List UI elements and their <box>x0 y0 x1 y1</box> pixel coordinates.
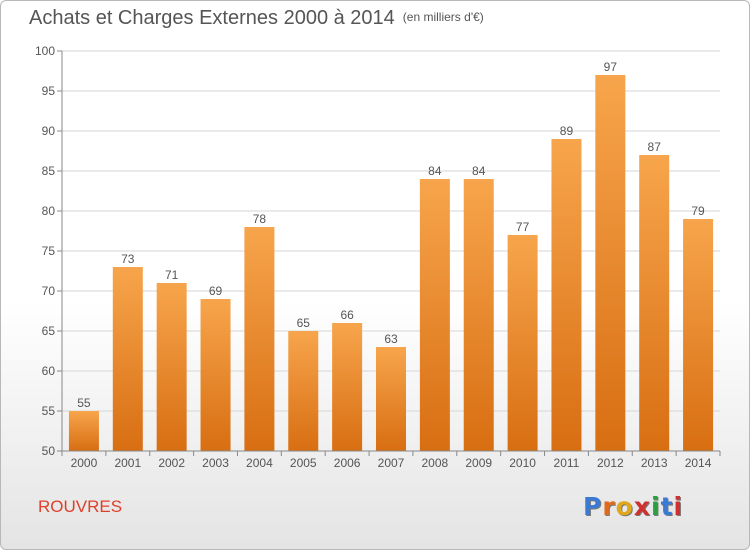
bar-2003 <box>200 299 231 451</box>
x-tick-label: 2010 <box>509 456 536 470</box>
x-tick-label: 2014 <box>685 456 712 470</box>
y-tick-label: 85 <box>42 164 56 178</box>
x-tick-label: 2000 <box>71 456 98 470</box>
logo-letter: r <box>602 492 616 521</box>
logo-letter: t <box>660 492 674 521</box>
value-label: 65 <box>297 316 311 330</box>
bar-2000 <box>68 411 99 451</box>
x-tick-label: 2001 <box>114 456 141 470</box>
x-tick-label: 2011 <box>554 456 580 470</box>
value-label: 73 <box>121 252 135 266</box>
proxiti-logo[interactable]: Proxiti <box>583 492 683 521</box>
chart-title: Achats et Charges Externes 2000 à 2014 (e… <box>29 7 484 30</box>
value-label: 66 <box>340 308 354 322</box>
logo-letter: o <box>615 492 634 521</box>
x-tick-label: 2005 <box>290 456 317 470</box>
logo-letter: i <box>651 492 661 521</box>
value-label: 78 <box>253 212 267 226</box>
x-tick-label: 2004 <box>246 456 273 470</box>
bar-2004 <box>244 227 275 451</box>
bar-2002 <box>156 283 187 451</box>
bar-2008 <box>419 179 450 451</box>
value-label: 97 <box>604 60 618 74</box>
logo-letter: x <box>633 492 651 521</box>
unit-note: (en milliers d'€) <box>402 10 484 24</box>
x-tick-label: 2008 <box>422 456 449 470</box>
x-tick-label: 2009 <box>465 456 492 470</box>
value-label: 63 <box>384 332 398 346</box>
bar-2009 <box>463 179 494 451</box>
x-tick-label: 2012 <box>597 456 624 470</box>
value-label: 89 <box>560 124 574 138</box>
bar-2012 <box>595 75 626 451</box>
y-tick-label: 60 <box>42 364 56 378</box>
y-tick-label: 80 <box>42 204 56 218</box>
bar-2011 <box>551 139 582 451</box>
value-label: 71 <box>165 268 179 282</box>
logo-letter: i <box>673 492 684 521</box>
data-labels: 55 73 71 69 78 65 66 63 84 84 77 89 97 87 79 <box>77 60 705 410</box>
x-tick-label: 2002 <box>158 456 185 470</box>
value-label: 69 <box>209 284 223 298</box>
x-tick-label: 2007 <box>378 456 405 470</box>
bar-2001 <box>112 267 143 451</box>
value-label: 84 <box>428 164 442 178</box>
y-tick-label: 50 <box>42 444 56 458</box>
value-label: 77 <box>516 220 530 234</box>
value-label: 55 <box>77 396 91 410</box>
x-tick-label: 2013 <box>641 456 668 470</box>
bar-2007 <box>376 347 406 451</box>
bar-2006 <box>332 323 363 451</box>
bars <box>68 75 714 451</box>
bar-2014 <box>683 219 714 451</box>
bar-2010 <box>507 235 538 451</box>
bar-2005 <box>288 331 319 451</box>
title-text: Achats et Charges Externes 2000 à 2014 <box>29 7 395 29</box>
value-label: 79 <box>691 204 705 218</box>
y-tick-label: 75 <box>42 244 56 258</box>
value-label: 87 <box>648 140 662 154</box>
y-tick-label: 90 <box>42 124 56 138</box>
x-tick-label: 2003 <box>202 456 229 470</box>
y-tick-label: 55 <box>42 404 56 418</box>
y-tick-label: 65 <box>42 324 56 338</box>
y-tick-label: 95 <box>42 84 56 98</box>
logo-letter: P <box>583 492 603 521</box>
axes: 50 55 60 65 70 75 80 85 90 95 100 2000 2001 2002 2003 2… <box>35 44 721 470</box>
x-tick-label: 2006 <box>334 456 361 470</box>
y-tick-label: 100 <box>35 44 55 58</box>
commune-name: ROUVRES <box>38 497 123 516</box>
bar-2013 <box>639 155 670 451</box>
value-label: 84 <box>472 164 486 178</box>
y-tick-label: 70 <box>42 284 56 298</box>
